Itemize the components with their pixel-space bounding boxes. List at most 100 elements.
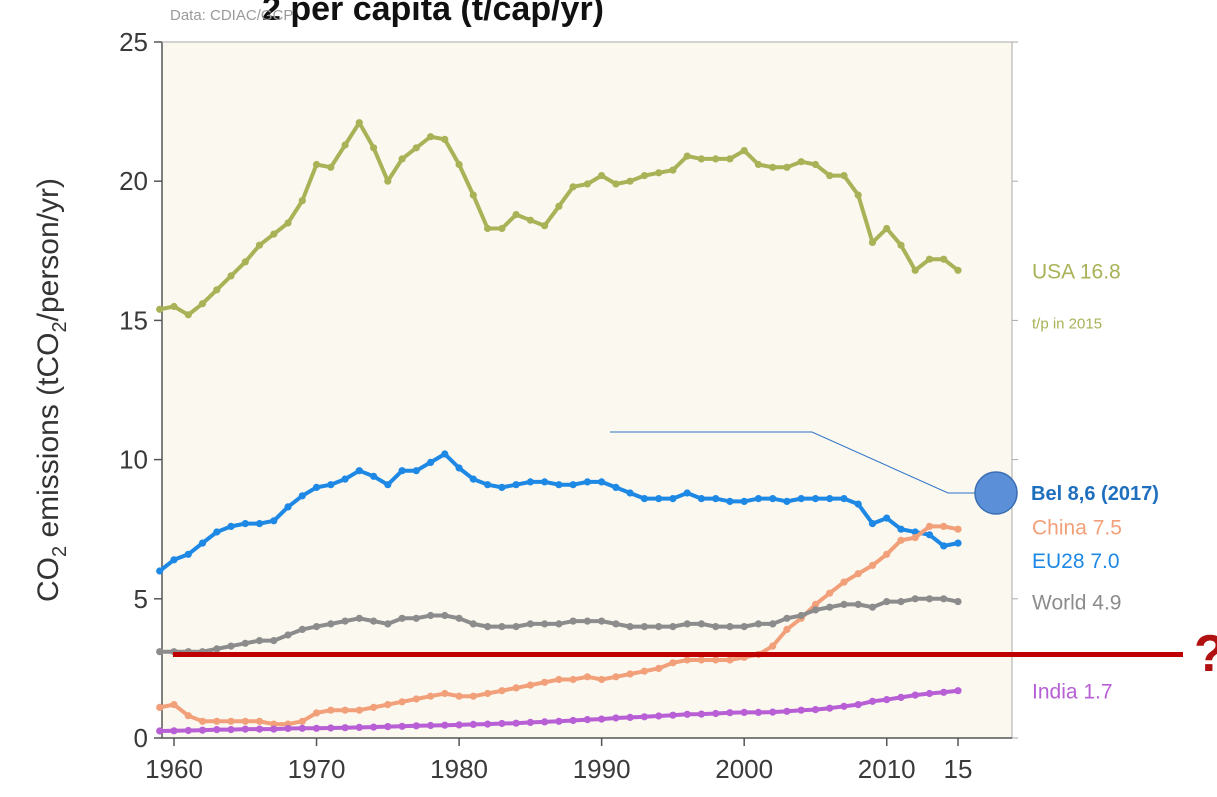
data-point [298, 492, 306, 500]
data-point [669, 166, 677, 174]
series-end-label: China 7.5 [1032, 516, 1122, 539]
data-point [298, 717, 306, 725]
data-point [270, 517, 278, 525]
data-point [740, 497, 748, 505]
data-point [184, 311, 192, 319]
data-point [341, 475, 349, 483]
data-point [826, 495, 834, 503]
data-point [712, 495, 720, 503]
series-eu28 [156, 450, 962, 575]
data-point [854, 500, 862, 508]
data-point [811, 495, 820, 503]
data-point [683, 710, 691, 718]
data-point [455, 160, 463, 169]
data-point [598, 172, 606, 180]
data-point [897, 693, 905, 702]
data-point [541, 678, 549, 686]
data-point [726, 656, 734, 664]
data-point [526, 478, 535, 486]
data-point [555, 717, 563, 725]
data-point [612, 714, 620, 722]
data-point [783, 163, 791, 171]
data-point [170, 302, 178, 311]
data-point [441, 450, 449, 458]
data-point [341, 617, 349, 625]
data-point [954, 539, 962, 547]
series-end-label: India 1.7 [1032, 681, 1113, 704]
data-point [270, 230, 278, 238]
data-point [498, 483, 506, 491]
data-point [355, 706, 363, 714]
data-point [754, 495, 763, 503]
data-point [683, 489, 691, 497]
data-point [412, 614, 420, 622]
data-point [398, 614, 406, 622]
data-point [925, 595, 934, 603]
data-point [655, 169, 663, 177]
data-point [940, 255, 948, 263]
question-mark: ? [1194, 625, 1217, 683]
data-point [655, 623, 663, 631]
data-point [370, 472, 378, 480]
data-point [797, 495, 805, 503]
data-point [669, 659, 677, 667]
data-point [783, 625, 791, 634]
data-point [156, 567, 164, 575]
data-point [327, 706, 335, 714]
data-point [569, 716, 577, 725]
data-point [241, 258, 249, 266]
data-point [583, 617, 592, 625]
data-point [427, 692, 435, 700]
series-end-label: EU28 7.0 [1032, 550, 1120, 573]
data-point [883, 224, 891, 233]
data-point [555, 620, 563, 628]
data-point [868, 520, 877, 528]
data-point [826, 589, 834, 597]
y-tick-label: 25 [119, 27, 148, 57]
data-point [612, 483, 620, 491]
data-point [469, 475, 477, 483]
series-end-label: USA 16.8 [1032, 260, 1121, 283]
data-point [284, 503, 292, 511]
data-point [355, 723, 363, 732]
data-point [541, 478, 549, 486]
data-point [911, 266, 919, 274]
x-tick-label: 1970 [288, 754, 346, 784]
data-point [255, 725, 264, 733]
data-point [783, 614, 791, 622]
y-axis-label: CO2 emissions (tCO2/person/yr) [32, 178, 71, 602]
data-point [697, 656, 706, 664]
series-layer [156, 119, 962, 735]
data-point [227, 522, 235, 531]
data-point [868, 603, 877, 611]
data-point [640, 667, 649, 675]
data-point [312, 483, 321, 491]
data-point [512, 684, 520, 692]
data-point [541, 222, 549, 230]
bel-leader-line [610, 431, 975, 494]
series-china [156, 522, 962, 728]
data-point [455, 692, 463, 700]
data-point [327, 620, 335, 628]
data-point [754, 708, 763, 717]
data-point [911, 534, 919, 542]
data-point [427, 721, 435, 730]
data-point [840, 578, 848, 586]
data-point [783, 707, 791, 715]
data-point [469, 692, 477, 700]
data-point [811, 160, 820, 169]
data-point [826, 172, 834, 180]
data-point [797, 158, 805, 166]
data-point [697, 710, 706, 718]
data-point [255, 717, 264, 725]
data-point [883, 550, 891, 558]
data-point [156, 703, 164, 712]
data-point [241, 520, 249, 528]
data-point [754, 160, 763, 169]
data-point [840, 702, 848, 710]
data-point [412, 695, 420, 703]
data-point [270, 725, 278, 733]
data-point [170, 701, 178, 709]
data-point [697, 155, 706, 163]
